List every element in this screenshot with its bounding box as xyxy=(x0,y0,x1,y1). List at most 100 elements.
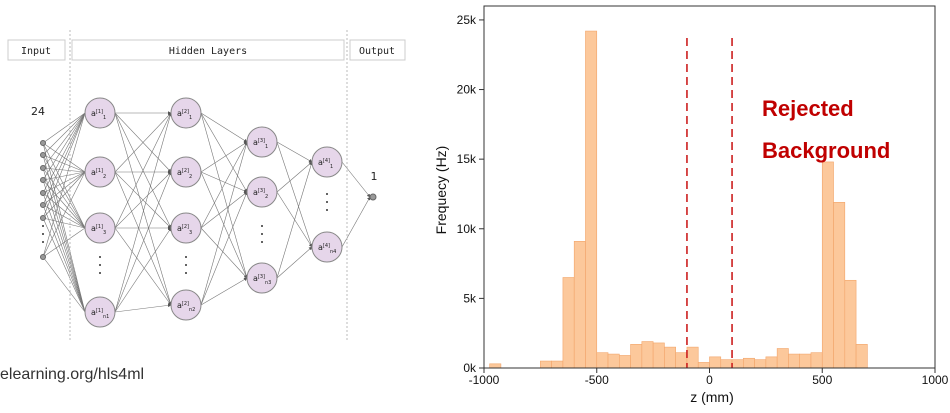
edge-line xyxy=(276,161,313,279)
node-label: a[1]3 xyxy=(91,224,106,236)
edge-line xyxy=(42,192,86,313)
cut-lines xyxy=(686,38,733,368)
node-label: a[3]n3 xyxy=(253,274,271,286)
edge-line xyxy=(114,227,172,306)
edge-line xyxy=(200,141,248,229)
edge-line xyxy=(114,171,172,306)
edge-line xyxy=(341,161,371,198)
histogram-bar xyxy=(743,357,755,369)
edge-line xyxy=(42,142,86,313)
edge-line xyxy=(200,171,248,279)
edge-line xyxy=(42,112,86,194)
histogram-bar xyxy=(675,352,688,369)
x-tick-label: 1000 xyxy=(922,373,949,387)
edge-line xyxy=(276,161,313,193)
y-tick-label: 15k xyxy=(457,152,477,166)
hidden-node xyxy=(311,231,343,263)
edge-line xyxy=(42,227,86,258)
ellipsis-dot xyxy=(99,256,101,258)
histogram-bar xyxy=(844,279,857,369)
edge-line xyxy=(200,171,248,193)
hidden-node xyxy=(84,156,116,188)
edge-line xyxy=(42,167,86,313)
edge-line xyxy=(42,112,86,169)
edge-line xyxy=(200,112,248,143)
edge-line xyxy=(114,112,172,229)
hidden-node xyxy=(170,212,202,244)
output-header: Output xyxy=(359,46,395,57)
edge-line xyxy=(200,141,248,173)
source-url: elearning.org/hls4ml xyxy=(0,366,145,383)
edge-line xyxy=(42,171,86,181)
histogram-bar xyxy=(607,353,620,369)
histogram-bar xyxy=(709,356,722,369)
annotation-background: Background xyxy=(762,138,890,163)
edge-line xyxy=(42,256,86,313)
hidden-node xyxy=(84,296,116,328)
histogram-bar xyxy=(489,363,502,369)
node-label: a[2]1 xyxy=(177,109,192,121)
ellipsis-dot xyxy=(99,272,101,274)
edge-line xyxy=(42,154,86,173)
node-label: a[2]2 xyxy=(177,168,192,180)
input-header: Input xyxy=(21,46,51,57)
input-node xyxy=(40,254,46,260)
histogram-bar xyxy=(540,360,552,369)
edge-line xyxy=(114,112,172,306)
y-axis-ticks: 0k 5k 10k 15k 20k 25k xyxy=(457,13,484,375)
edge-line xyxy=(42,154,86,313)
histogram-bar xyxy=(765,356,778,369)
y-tick-label: 10k xyxy=(457,222,477,236)
edge-line xyxy=(114,112,172,313)
x-tick-label: -500 xyxy=(585,373,609,387)
input-node xyxy=(40,177,46,183)
hidden-node xyxy=(170,289,202,321)
edge-line xyxy=(42,112,86,258)
edge-line xyxy=(42,171,86,194)
y-tick-label: 25k xyxy=(457,13,477,27)
edge-line xyxy=(200,112,248,193)
hidden-node xyxy=(246,126,278,158)
histogram-bar xyxy=(652,342,665,369)
histogram-bar xyxy=(697,362,710,369)
edge-line xyxy=(42,192,86,229)
hidden-node xyxy=(246,176,278,208)
node-label: a[1]1 xyxy=(91,109,106,121)
edge-line xyxy=(200,112,248,279)
input-count: 24 xyxy=(31,105,45,118)
ellipsis-dot xyxy=(326,201,328,203)
output-count: 1 xyxy=(371,170,378,183)
x-tick-label: 0 xyxy=(706,373,713,387)
histogram-bar xyxy=(585,30,598,369)
histogram-bar xyxy=(776,348,789,369)
node-label: a[2]n2 xyxy=(177,301,195,313)
edge-line xyxy=(200,141,248,306)
input-node xyxy=(40,215,46,221)
hidden-node xyxy=(84,212,116,244)
x-tick-label: 500 xyxy=(812,373,832,387)
edge-line xyxy=(200,277,248,306)
hidden-node xyxy=(311,146,343,178)
edge-line xyxy=(276,246,313,279)
edge-line xyxy=(42,171,86,219)
histogram-bar xyxy=(596,352,609,369)
y-tick-label: 0k xyxy=(463,361,477,375)
node-label: a[4]1 xyxy=(318,158,333,170)
node-label: a[4]n4 xyxy=(318,243,336,255)
edge-line xyxy=(42,112,86,181)
ellipsis-dot xyxy=(326,209,328,211)
ellipsis-dot xyxy=(42,241,44,243)
histogram-bar xyxy=(618,355,631,369)
input-node xyxy=(40,165,46,171)
edge-line xyxy=(200,191,248,306)
histogram-bar xyxy=(641,341,654,369)
edge-line xyxy=(42,112,86,144)
hidden-layers-header: Hidden Layers xyxy=(169,46,247,57)
input-node xyxy=(40,202,46,208)
histogram-bar xyxy=(731,359,744,369)
hidden-node xyxy=(246,262,278,294)
histogram-bar xyxy=(821,161,834,369)
histogram-bar xyxy=(754,359,767,369)
node-label: a[3]1 xyxy=(253,138,268,150)
edge-line xyxy=(42,112,86,156)
